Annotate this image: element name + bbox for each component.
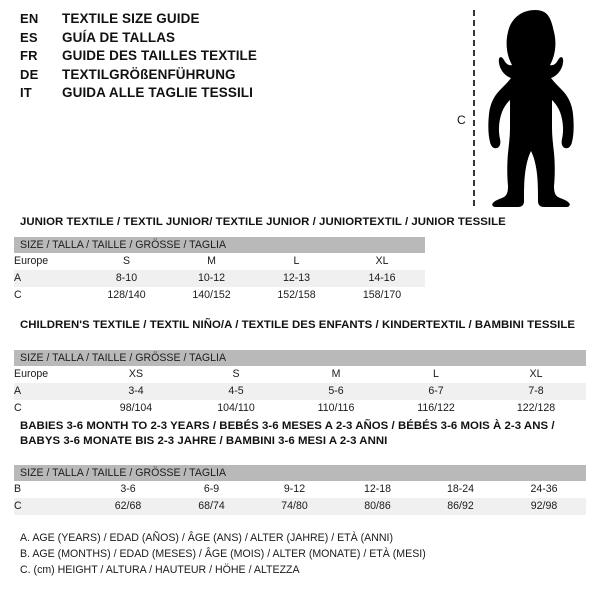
language-code-es: ES: [20, 29, 38, 45]
language-row-de: DE TEXTILGRÖßENFÜHRUNG: [20, 67, 420, 86]
height-dashed-line: [473, 10, 475, 206]
size-band-label: SIZE / TALLA / TAILLE / GRÖSSE / TAGLIA: [14, 465, 586, 481]
table-cell: 86/92: [419, 498, 502, 515]
table-cell: 12-13: [254, 270, 339, 287]
table-row: B 3-6 6-9 9-12 12-18 18-24 24-36: [14, 481, 586, 498]
language-title-de: TEXTILGRÖßENFÜHRUNG: [62, 66, 236, 82]
table-cell: XL: [486, 366, 587, 383]
table-cell: L: [254, 253, 339, 270]
section-title-junior: JUNIOR TEXTILE / TEXTIL JUNIOR/ TEXTILE …: [20, 216, 506, 228]
legend-block: A. AGE (YEARS) / EDAD (AÑOS) / ÂGE (ANS)…: [20, 530, 426, 578]
language-row-en: EN TEXTILE SIZE GUIDE: [20, 11, 420, 30]
language-title-es: GUÍA DE TALLAS: [62, 29, 176, 45]
table-cell: 116/122: [386, 400, 486, 417]
row-label: C: [14, 498, 86, 515]
section-title-babies-line1: BABIES 3-6 MONTH TO 2-3 YEARS / BEBÉS 3-…: [20, 420, 555, 432]
language-title-block: EN TEXTILE SIZE GUIDE ES GUÍA DE TALLAS …: [20, 11, 420, 104]
table-babies-textile: SIZE / TALLA / TAILLE / GRÖSSE / TAGLIA …: [14, 465, 586, 515]
table-childrens-textile: SIZE / TALLA / TAILLE / GRÖSSE / TAGLIA …: [14, 350, 587, 417]
table-cell: 14-16: [339, 270, 426, 287]
table-cell: 158/170: [339, 287, 426, 304]
table-cell: XL: [339, 253, 426, 270]
language-title-it: GUIDA ALLE TAGLIE TESSILI: [62, 85, 253, 100]
table-cell: 18-24: [419, 481, 502, 498]
table-cell: S: [186, 366, 286, 383]
table-cell: 7-8: [486, 383, 587, 400]
table-cell: 24-36: [502, 481, 586, 498]
size-band-label: SIZE / TALLA / TAILLE / GRÖSSE / TAGLIA: [14, 350, 587, 366]
table-header-row: SIZE / TALLA / TAILLE / GRÖSSE / TAGLIA: [14, 465, 586, 481]
size-band-label: SIZE / TALLA / TAILLE / GRÖSSE / TAGLIA: [14, 237, 426, 253]
table-row: Europe S M L XL: [14, 253, 426, 270]
language-title-en: TEXTILE SIZE GUIDE: [62, 11, 200, 26]
table-cell: 128/140: [84, 287, 169, 304]
table-cell: 92/98: [502, 498, 586, 515]
table-cell: 5-6: [286, 383, 386, 400]
table-cell: 4-5: [186, 383, 286, 400]
table-cell: M: [286, 366, 386, 383]
table-header-row: SIZE / TALLA / TAILLE / GRÖSSE / TAGLIA: [14, 237, 426, 253]
table-cell: 140/152: [169, 287, 254, 304]
row-label: Europe: [14, 366, 86, 383]
height-measurement-figure: C: [440, 8, 600, 208]
language-row-fr: FR GUIDE DES TAILLES TEXTILE: [20, 48, 420, 67]
row-label: C: [14, 287, 84, 304]
row-label: B: [14, 481, 86, 498]
table-row: C 62/68 68/74 74/80 80/86 86/92 92/98: [14, 498, 586, 515]
table-cell: 122/128: [486, 400, 587, 417]
row-label: A: [14, 383, 86, 400]
table-cell: 110/116: [286, 400, 386, 417]
table-cell: 10-12: [169, 270, 254, 287]
language-row-it: IT GUIDA ALLE TAGLIE TESSILI: [20, 85, 420, 104]
table-cell: L: [386, 366, 486, 383]
table-cell: 104/110: [186, 400, 286, 417]
table-cell: 9-12: [253, 481, 336, 498]
table-cell: 3-4: [86, 383, 186, 400]
table-header-row: SIZE / TALLA / TAILLE / GRÖSSE / TAGLIA: [14, 350, 587, 366]
table-cell: 68/74: [170, 498, 253, 515]
table-cell: 98/104: [86, 400, 186, 417]
table-cell: 12-18: [336, 481, 419, 498]
child-silhouette-icon: [488, 10, 574, 207]
table-cell: 74/80: [253, 498, 336, 515]
table-row: C 98/104 104/110 110/116 116/122 122/128: [14, 400, 587, 417]
section-title-babies: BABIES 3-6 MONTH TO 2-3 YEARS / BEBÉS 3-…: [20, 419, 555, 449]
table-cell: 3-6: [86, 481, 170, 498]
row-label: Europe: [14, 253, 84, 270]
table-row: A 3-4 4-5 5-6 6-7 7-8: [14, 383, 587, 400]
table-cell: 6-9: [170, 481, 253, 498]
table-row: A 8-10 10-12 12-13 14-16: [14, 270, 426, 287]
table-cell: 6-7: [386, 383, 486, 400]
table-cell: 62/68: [86, 498, 170, 515]
section-title-babies-line2: BABYS 3-6 MONATE BIS 2-3 JAHRE / BAMBINI…: [20, 435, 388, 447]
table-row: C 128/140 140/152 152/158 158/170: [14, 287, 426, 304]
table-cell: M: [169, 253, 254, 270]
table-cell: XS: [86, 366, 186, 383]
table-cell: 8-10: [84, 270, 169, 287]
table-cell: S: [84, 253, 169, 270]
legend-line-c: C. (cm) HEIGHT / ALTURA / HAUTEUR / HÖHE…: [20, 564, 300, 576]
legend-line-a: A. AGE (YEARS) / EDAD (AÑOS) / ÂGE (ANS)…: [20, 532, 393, 544]
table-cell: 80/86: [336, 498, 419, 515]
legend-line-b: B. AGE (MONTHS) / EDAD (MESES) / ÂGE (MO…: [20, 548, 426, 560]
height-measure-label: C: [457, 113, 466, 127]
table-row: Europe XS S M L XL: [14, 366, 587, 383]
language-row-es: ES GUÍA DE TALLAS: [20, 30, 420, 49]
row-label: C: [14, 400, 86, 417]
language-code-fr: FR: [20, 48, 38, 63]
language-code-en: EN: [20, 11, 39, 26]
language-code-de: DE: [20, 66, 39, 82]
language-code-it: IT: [20, 85, 32, 100]
row-label: A: [14, 270, 84, 287]
language-title-fr: GUIDE DES TAILLES TEXTILE: [62, 48, 258, 63]
table-cell: 152/158: [254, 287, 339, 304]
section-title-children: CHILDREN'S TEXTILE / TEXTIL NIÑO/A / TEX…: [20, 319, 576, 331]
table-junior-textile: SIZE / TALLA / TAILLE / GRÖSSE / TAGLIA …: [14, 237, 426, 304]
